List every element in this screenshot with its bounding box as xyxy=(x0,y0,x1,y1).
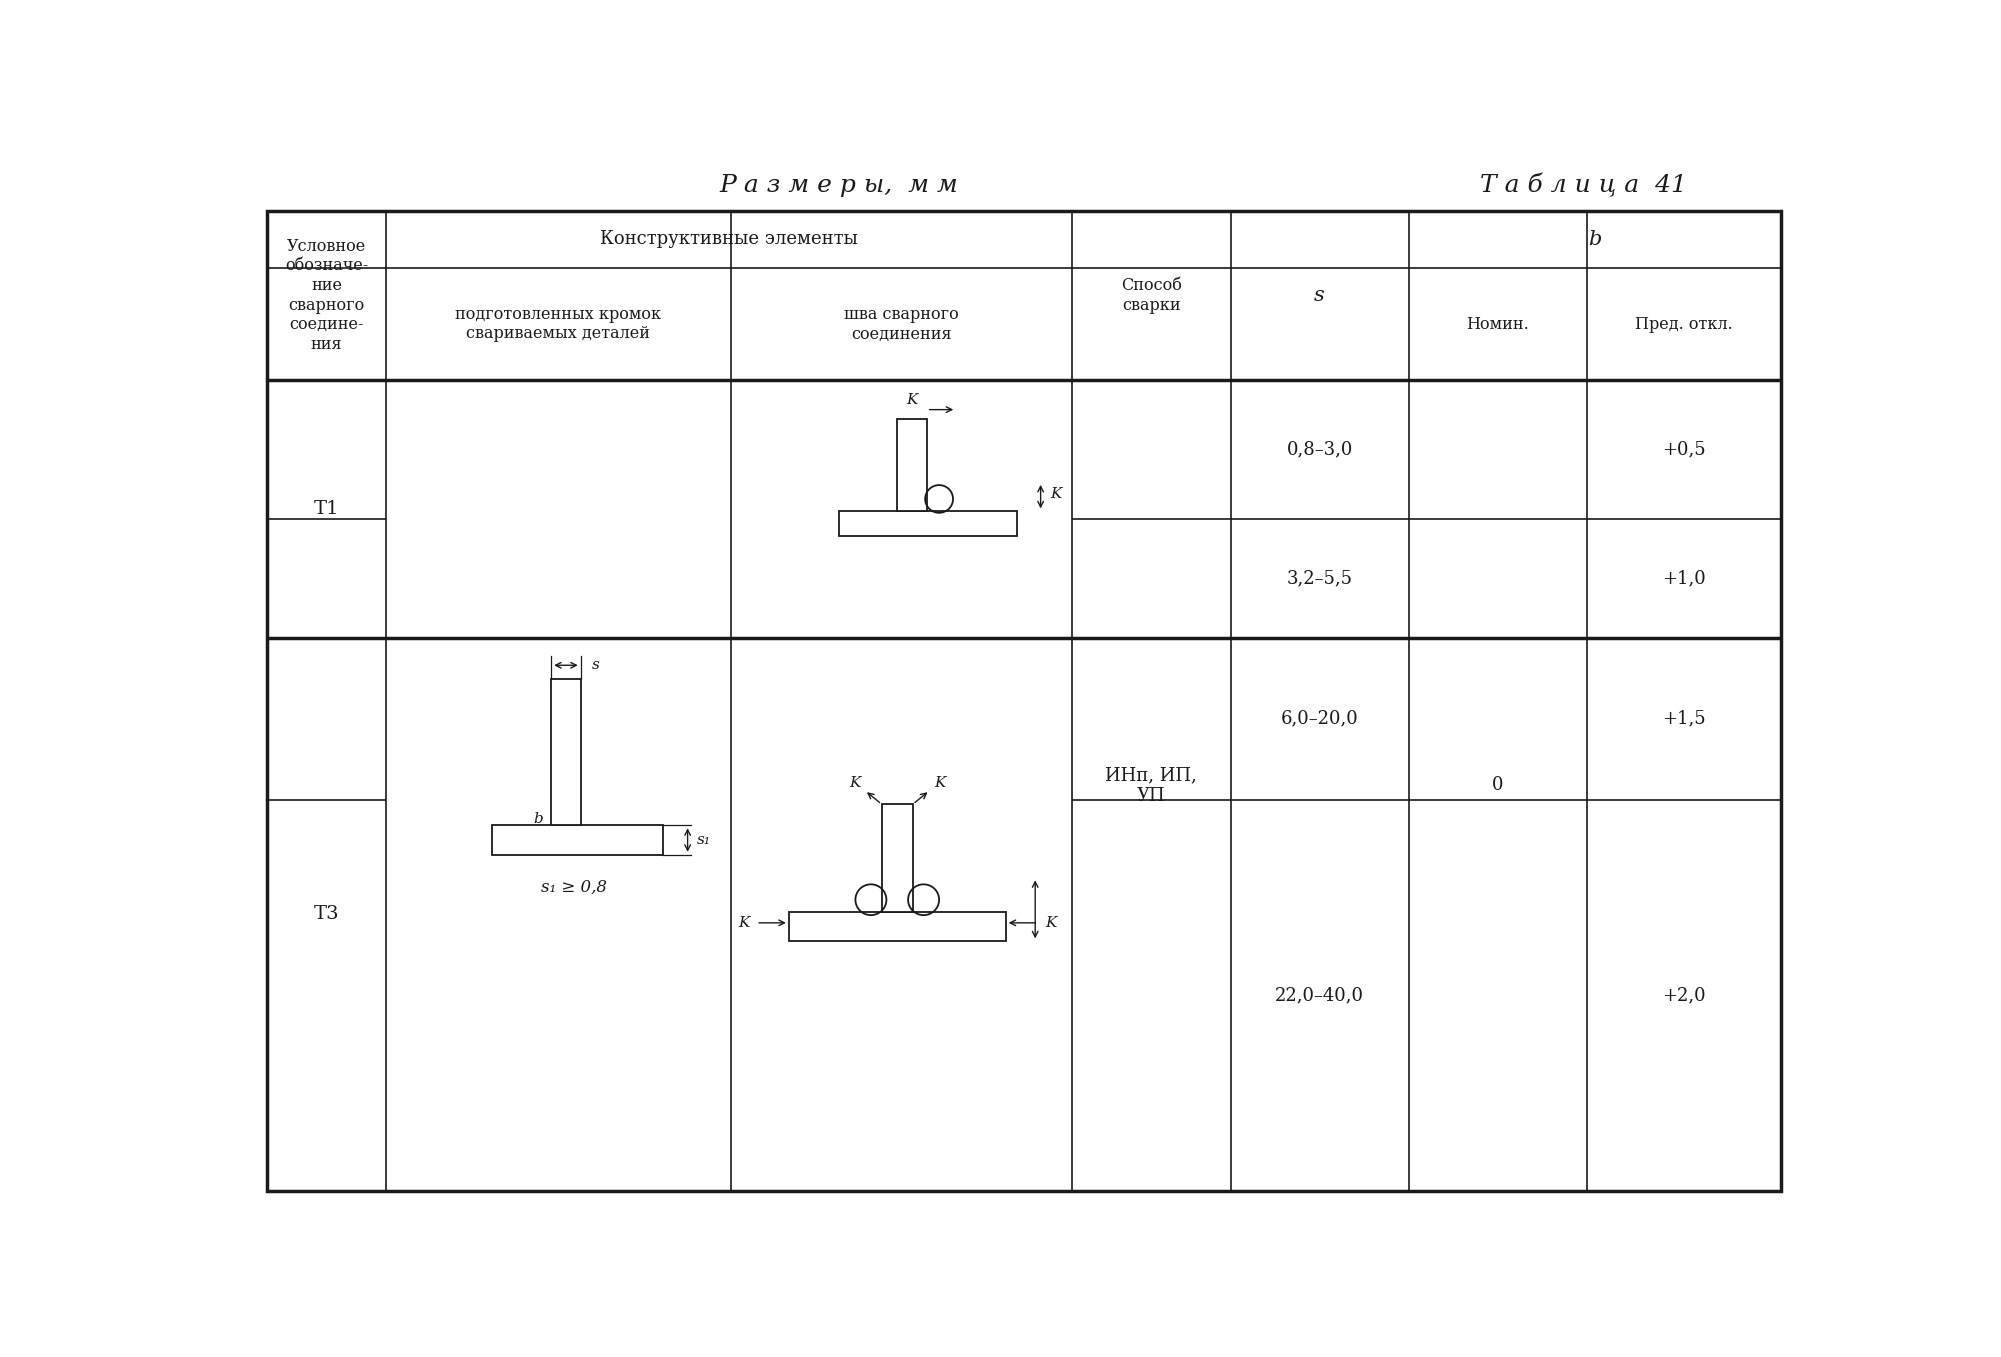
Text: шва сварного
соединения: шва сварного соединения xyxy=(844,305,958,342)
Bar xyxy=(838,512,1017,536)
Text: +1,0: +1,0 xyxy=(1663,569,1705,588)
Text: K: K xyxy=(1045,916,1057,930)
Bar xyxy=(882,805,912,912)
Text: K: K xyxy=(738,916,750,930)
Text: Пред. откл.: Пред. откл. xyxy=(1635,316,1733,332)
Text: ИНп, ИП,
УП: ИНп, ИП, УП xyxy=(1105,765,1197,805)
Text: K: K xyxy=(934,776,946,790)
Text: K: K xyxy=(1051,487,1061,501)
Text: s₁: s₁ xyxy=(696,833,710,847)
Text: Условное
обозначе-
ние
сварного
соедине-
ния: Условное обозначе- ние сварного соедине-… xyxy=(284,237,368,353)
Text: K: K xyxy=(848,776,860,790)
Text: Способ
сварки: Способ сварки xyxy=(1121,277,1181,313)
Text: b: b xyxy=(1589,229,1601,248)
Text: 22,0–40,0: 22,0–40,0 xyxy=(1275,987,1365,1004)
Text: Т1: Т1 xyxy=(314,499,340,518)
Text: 3,2–5,5: 3,2–5,5 xyxy=(1287,569,1353,588)
Bar xyxy=(896,419,926,512)
Bar xyxy=(550,678,580,825)
Text: Т а б л и ц а  41: Т а б л и ц а 41 xyxy=(1479,174,1687,197)
Text: K: K xyxy=(906,392,918,407)
Text: s: s xyxy=(592,658,600,672)
Text: +1,5: +1,5 xyxy=(1663,710,1705,727)
Text: s₁ ≥ 0,8: s₁ ≥ 0,8 xyxy=(540,878,606,896)
Bar xyxy=(788,912,1007,942)
Text: 0: 0 xyxy=(1493,776,1503,794)
Text: +2,0: +2,0 xyxy=(1663,987,1705,1004)
Text: подготовленных кромок
свариваемых деталей: подготовленных кромок свариваемых детале… xyxy=(454,305,660,342)
Text: Р а з м е р ы,  м м: Р а з м е р ы, м м xyxy=(720,174,958,197)
Text: +0,5: +0,5 xyxy=(1663,440,1705,459)
Text: s: s xyxy=(1315,286,1325,305)
Text: Т3: Т3 xyxy=(314,905,340,923)
Text: Номин.: Номин. xyxy=(1467,316,1529,332)
Text: Конструктивные элементы: Конструктивные элементы xyxy=(600,231,858,248)
Text: 0,8–3,0: 0,8–3,0 xyxy=(1287,440,1353,459)
Text: b: b xyxy=(534,813,544,826)
Text: 6,0–20,0: 6,0–20,0 xyxy=(1281,710,1359,727)
Bar xyxy=(492,825,662,855)
